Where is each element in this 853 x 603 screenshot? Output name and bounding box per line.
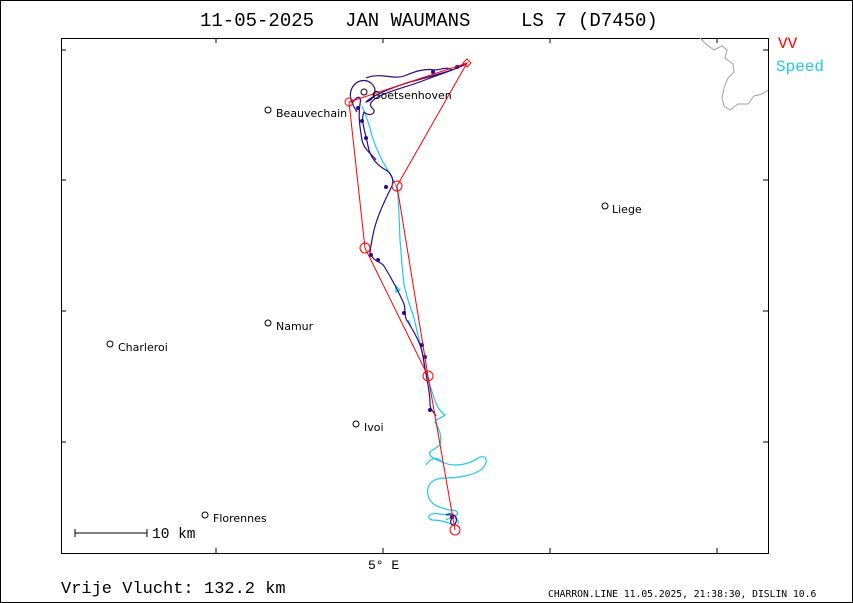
place-label-ivoi: Ivoi bbox=[364, 421, 384, 434]
flight-track bbox=[349, 63, 467, 526]
title-pilot: JAN WAUMANS bbox=[345, 10, 470, 32]
turnpoint-markers bbox=[344, 58, 472, 536]
distance-value: 132.2 km bbox=[204, 580, 286, 599]
plot-area: Goetsenhoven Beauvechain Liege Namur Cha… bbox=[61, 37, 769, 554]
flight-track-line bbox=[349, 63, 467, 417]
place-label-liege: Liege bbox=[612, 203, 642, 216]
place-marker bbox=[360, 88, 368, 96]
longitude-label: 5° E bbox=[368, 558, 399, 573]
place-goetsenhoven: Goetsenhoven bbox=[360, 88, 452, 102]
turnpoint-marker bbox=[422, 370, 434, 382]
place-marker bbox=[601, 202, 609, 210]
place-charleroi: Charleroi bbox=[106, 340, 168, 354]
distance-label: Vrije Vlucht: bbox=[61, 580, 194, 599]
task-route bbox=[344, 58, 472, 536]
credit-text: CHARRON.LINE 11.05.2025, 21:38:30, DISLI… bbox=[548, 589, 816, 600]
scale-bar-line bbox=[74, 529, 148, 537]
place-ivoi: Ivoi bbox=[352, 420, 384, 434]
track-marker bbox=[384, 185, 388, 189]
legend-vv: VV bbox=[778, 35, 798, 53]
track-marker bbox=[431, 70, 435, 74]
title-glider: LS 7 (D7450) bbox=[521, 10, 658, 32]
place-label-florennes: Florennes bbox=[213, 512, 267, 525]
task-route-line bbox=[348, 62, 469, 531]
track-marker bbox=[364, 136, 368, 140]
axis-ticks bbox=[61, 38, 768, 553]
scale-bar: 10 km bbox=[74, 527, 196, 543]
speed-track-fragment bbox=[395, 284, 459, 525]
scale-bar-label: 10 km bbox=[152, 527, 196, 543]
track-marker bbox=[369, 253, 373, 257]
place-beauvechain: Beauvechain bbox=[264, 106, 347, 120]
turnpoint-marker bbox=[391, 180, 403, 192]
place-label-namur: Namur bbox=[276, 320, 314, 333]
track-marker bbox=[428, 408, 432, 412]
place-label-beauvechain: Beauvechain bbox=[276, 107, 347, 120]
track-marker bbox=[402, 311, 406, 315]
turnpoint-marker bbox=[449, 524, 461, 536]
track-marker bbox=[360, 119, 364, 123]
turnpoint-marker bbox=[359, 242, 371, 254]
place-florennes: Florennes bbox=[201, 511, 267, 525]
plot-frame bbox=[61, 38, 769, 554]
country-border-line bbox=[699, 37, 769, 111]
place-namur: Namur bbox=[264, 319, 314, 333]
place-label-goetsenhoven: Goetsenhoven bbox=[372, 89, 452, 102]
places: Goetsenhoven Beauvechain Liege Namur Cha… bbox=[106, 88, 642, 525]
title-date: 11-05-2025 bbox=[200, 10, 314, 32]
flight-track-loops bbox=[351, 67, 457, 526]
turnpoint-marker bbox=[462, 58, 472, 68]
track-marker bbox=[356, 106, 360, 110]
place-marker bbox=[264, 106, 272, 114]
legend: VV Speed bbox=[776, 35, 824, 76]
place-marker bbox=[106, 340, 114, 348]
page-title: 11-05-2025 JAN WAUMANS LS 7 (D7450) bbox=[200, 10, 658, 32]
place-liege: Liege bbox=[601, 202, 642, 216]
speed-track bbox=[361, 105, 487, 527]
track-marker bbox=[376, 258, 380, 262]
place-marker bbox=[352, 420, 360, 428]
track-markers bbox=[356, 65, 459, 519]
place-label-charleroi: Charleroi bbox=[118, 341, 168, 354]
place-marker bbox=[264, 319, 272, 327]
turnpoint-marker bbox=[344, 97, 354, 107]
place-marker bbox=[201, 511, 209, 519]
footer: Vrije Vlucht: 132.2 km CHARRON.LINE 11.0… bbox=[61, 580, 816, 600]
legend-speed: Speed bbox=[776, 58, 824, 76]
speed-track-line bbox=[361, 105, 487, 527]
